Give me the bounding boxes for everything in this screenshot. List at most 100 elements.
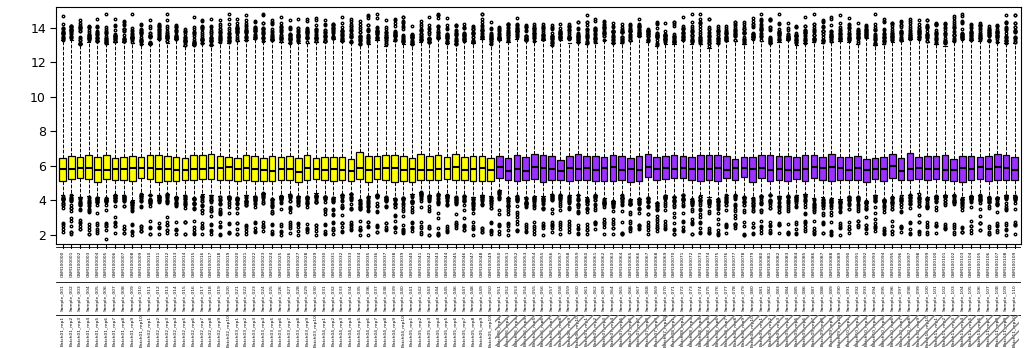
Text: Batch04_rep2: Batch04_rep2: [331, 316, 336, 346]
Text: Batch04_rep5: Batch04_rep5: [358, 316, 361, 346]
Text: GSM100053: GSM100053: [523, 250, 527, 277]
PathPatch shape: [505, 158, 511, 180]
Text: Sample_010: Sample_010: [140, 284, 144, 311]
Text: GSM100083: GSM100083: [786, 251, 790, 277]
Text: GSM100020: GSM100020: [235, 251, 239, 277]
Text: Batch04_rep7: Batch04_rep7: [376, 316, 379, 346]
PathPatch shape: [514, 156, 520, 181]
Text: Sample_076: Sample_076: [716, 284, 719, 311]
Text: Batch04_rep1: Batch04_rep1: [322, 316, 326, 346]
PathPatch shape: [749, 157, 756, 182]
Text: GSM100098: GSM100098: [916, 251, 920, 277]
PathPatch shape: [784, 156, 791, 181]
Text: GSM100089: GSM100089: [838, 251, 842, 277]
PathPatch shape: [540, 155, 546, 182]
PathPatch shape: [304, 156, 311, 180]
Text: GSM100025: GSM100025: [279, 250, 283, 277]
Text: Batch03_rep1: Batch03_rep1: [235, 316, 239, 346]
Text: Sample_084: Sample_084: [786, 284, 790, 311]
Text: Sample_018: Sample_018: [209, 284, 213, 311]
Text: Batch08_rep10: Batch08_rep10: [751, 314, 755, 347]
Text: GSM100008: GSM100008: [130, 251, 134, 277]
Text: GSM100104: GSM100104: [970, 251, 973, 277]
PathPatch shape: [741, 157, 747, 177]
Text: GSM100009: GSM100009: [140, 251, 144, 277]
Text: Batch01_rep6: Batch01_rep6: [105, 316, 108, 346]
Text: Sample_086: Sample_086: [803, 284, 807, 311]
Text: GSM100064: GSM100064: [620, 251, 624, 277]
Text: Batch11_rep3: Batch11_rep3: [951, 316, 955, 346]
PathPatch shape: [890, 153, 896, 178]
Text: Sample_088: Sample_088: [821, 284, 825, 311]
Text: Sample_063: Sample_063: [602, 284, 606, 311]
PathPatch shape: [671, 155, 677, 178]
Text: Sample_072: Sample_072: [681, 284, 684, 311]
Text: Sample_026: Sample_026: [279, 284, 283, 311]
Text: GSM100078: GSM100078: [742, 251, 746, 277]
PathPatch shape: [706, 155, 712, 180]
Text: GSM100023: GSM100023: [262, 251, 266, 277]
PathPatch shape: [584, 156, 590, 180]
Text: Batch11_rep5: Batch11_rep5: [970, 316, 973, 346]
Text: GSM100005: GSM100005: [105, 250, 108, 277]
Bar: [495, 315, 1019, 346]
PathPatch shape: [339, 158, 346, 180]
Text: Batch05_rep9: Batch05_rep9: [480, 316, 484, 346]
PathPatch shape: [278, 157, 284, 181]
PathPatch shape: [985, 156, 992, 181]
Text: GSM100006: GSM100006: [113, 251, 117, 277]
Text: Sample_066: Sample_066: [628, 284, 632, 311]
Text: GSM100019: GSM100019: [227, 251, 231, 277]
Text: GSM100106: GSM100106: [987, 251, 990, 277]
Text: GSM100087: GSM100087: [821, 251, 825, 277]
Text: Batch10_rep3: Batch10_rep3: [864, 316, 868, 346]
Text: Sample_097: Sample_097: [899, 284, 903, 311]
Text: Batch03_rep8: Batch03_rep8: [297, 316, 301, 346]
Text: Batch06_rep10: Batch06_rep10: [576, 314, 580, 347]
Text: Batch07_rep3: Batch07_rep3: [602, 316, 606, 346]
PathPatch shape: [226, 158, 232, 180]
Text: GSM100088: GSM100088: [829, 251, 833, 277]
PathPatch shape: [845, 158, 852, 180]
Text: Sample_105: Sample_105: [970, 284, 973, 311]
Text: Batch08_rep1: Batch08_rep1: [672, 316, 676, 346]
Text: Sample_043: Sample_043: [428, 284, 432, 311]
PathPatch shape: [182, 158, 188, 180]
Text: GSM100065: GSM100065: [628, 250, 632, 277]
Text: Batch02_rep2: Batch02_rep2: [157, 316, 161, 346]
PathPatch shape: [566, 156, 573, 181]
Text: GSM100031: GSM100031: [331, 251, 336, 277]
Text: Batch07_rep9: Batch07_rep9: [655, 316, 659, 346]
Text: Batch11_rep9: Batch11_rep9: [1004, 316, 1008, 346]
Text: Batch07_rep1: Batch07_rep1: [585, 316, 589, 346]
Text: Sample_013: Sample_013: [165, 284, 169, 311]
Text: Batch03_rep4: Batch03_rep4: [262, 316, 266, 346]
Text: GSM100097: GSM100097: [908, 251, 912, 277]
Text: Sample_059: Sample_059: [567, 284, 571, 311]
Text: Batch11_rep8: Batch11_rep8: [995, 316, 999, 346]
Text: GSM100028: GSM100028: [305, 251, 309, 277]
Text: Sample_005: Sample_005: [95, 284, 100, 311]
Text: Batch11_rep4: Batch11_rep4: [960, 316, 964, 346]
Text: Sample_075: Sample_075: [707, 284, 711, 311]
Text: Batch05_rep6: Batch05_rep6: [453, 316, 458, 346]
Text: Batch03_rep5: Batch03_rep5: [270, 316, 274, 346]
PathPatch shape: [801, 155, 808, 181]
Text: Sample_031: Sample_031: [322, 284, 326, 311]
Text: GSM100077: GSM100077: [734, 251, 738, 277]
Text: GSM100056: GSM100056: [550, 250, 554, 277]
PathPatch shape: [855, 156, 861, 180]
Text: GSM100051: GSM100051: [506, 250, 510, 277]
Text: Sample_067: Sample_067: [637, 284, 641, 311]
Text: GSM100071: GSM100071: [681, 251, 684, 277]
PathPatch shape: [959, 156, 965, 182]
PathPatch shape: [470, 156, 476, 181]
Text: Batch06_rep7: Batch06_rep7: [550, 316, 554, 346]
Text: GSM100070: GSM100070: [672, 251, 676, 277]
Text: GSM100040: GSM100040: [410, 251, 413, 277]
PathPatch shape: [837, 157, 843, 180]
Text: Batch06_rep9: Batch06_rep9: [567, 316, 571, 346]
Text: Sample_062: Sample_062: [593, 284, 597, 311]
Text: Sample_004: Sample_004: [87, 284, 90, 311]
Text: Batch03_rep3: Batch03_rep3: [252, 316, 256, 346]
